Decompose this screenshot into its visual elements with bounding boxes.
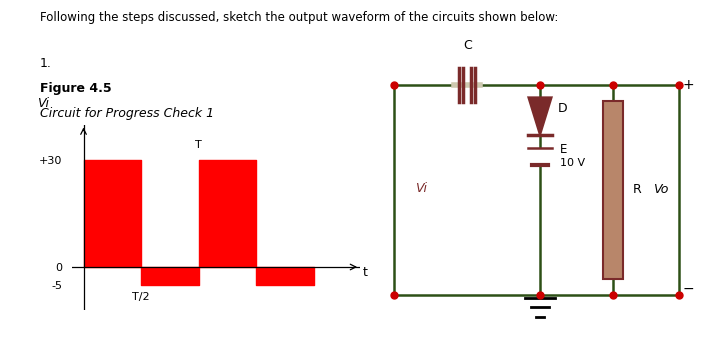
Bar	[603, 100, 623, 279]
Text: C: C	[463, 39, 472, 52]
Text: Figure 4.5: Figure 4.5	[40, 82, 111, 95]
Text: Vi: Vi	[37, 97, 49, 110]
Polygon shape	[528, 98, 552, 135]
Text: 10 V: 10 V	[560, 158, 585, 168]
Text: E: E	[560, 143, 567, 156]
Text: D: D	[558, 102, 568, 115]
Text: 1.: 1.	[40, 57, 51, 70]
Text: Vo: Vo	[652, 183, 668, 196]
Text: +: +	[683, 78, 694, 92]
Text: Circuit for Progress Check 1: Circuit for Progress Check 1	[40, 107, 214, 120]
Text: T: T	[195, 140, 202, 150]
Text: t: t	[363, 266, 368, 279]
Text: Following the steps discussed, sketch the output waveform of the circuits shown : Following the steps discussed, sketch th…	[40, 11, 558, 24]
Text: T/2: T/2	[132, 292, 150, 302]
Text: R: R	[633, 183, 642, 196]
Text: −: −	[683, 282, 694, 295]
Text: Vi: Vi	[415, 182, 427, 195]
